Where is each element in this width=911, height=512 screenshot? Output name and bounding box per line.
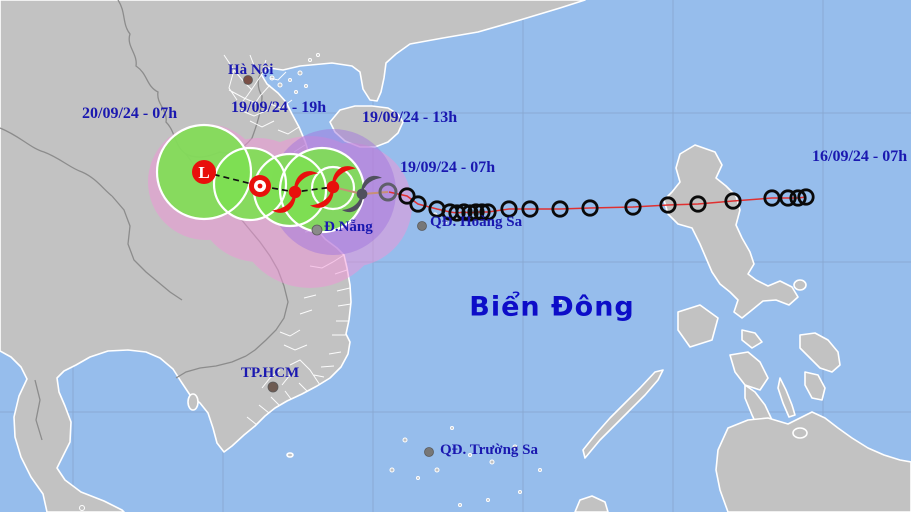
past-position-ring [461,204,479,222]
low-pressure-symbol: L [192,160,216,184]
typhoon-arm [294,171,319,188]
past-position-ring [398,187,416,205]
past-position-ring [521,200,539,218]
typhoon-arm [309,191,334,208]
typhoon-core [288,185,302,199]
past-position-ring [551,200,569,218]
track-points [398,187,815,222]
city-dot [243,75,253,85]
island-speck [79,505,85,511]
island-speck [308,58,312,62]
wind-radius-circle [155,123,253,221]
island-speck [402,437,408,443]
panay-island [729,351,769,391]
island-speck [297,70,303,76]
typhoon-symbol-past [341,175,383,213]
past-position-ring [467,203,485,221]
tropical-depression-symbol [249,175,271,197]
island-speck [450,426,454,430]
typhoon-arm [361,175,383,191]
island-speck [518,490,522,494]
forecast-track-line [203,171,334,193]
catanduanes-island [793,279,807,291]
past-position-ring [659,196,677,214]
past-track-line [388,191,807,214]
island-speck [458,503,462,507]
past-position-ring [779,189,797,207]
luzon-island [663,144,799,319]
past-position-ring [724,192,742,210]
wind-radius-circle [212,146,288,222]
city-dot [311,224,323,236]
island-speck [443,220,447,224]
city-dot [417,221,427,231]
island-speck [389,467,395,473]
mindoro-island [677,304,719,348]
border-thailand-laos [111,195,183,301]
past-position-ring [455,203,473,221]
past-position-ring [581,199,599,217]
city-dots [243,75,434,457]
island-speck [416,476,420,480]
past-position-ring [624,198,642,216]
border-vietnam-cambodia [175,355,247,379]
city-dot [424,447,434,457]
cebu-island [777,377,796,418]
phu-quoc-island [187,393,199,411]
past-position-ring [479,203,497,221]
island-speck [489,459,495,465]
leyte-island [804,371,826,401]
palawan-island [582,369,664,459]
typhoon-arm [332,166,357,183]
past-position-ring [763,189,781,207]
con-dao-island [286,452,294,458]
past-position-ring-gray [378,182,398,202]
typhoon-arm [271,196,296,213]
past-position-ring [409,195,427,213]
typhoon-core [356,188,368,200]
mindanao-island [715,411,911,512]
island-speck [538,468,542,472]
island-speck [294,90,298,94]
typhoon-arm [341,197,363,213]
island-speck [304,84,308,88]
past-position-ring [473,203,491,221]
island-speck [277,82,283,88]
past-position-ring [689,195,707,213]
samar-island [799,332,841,373]
wind-radius-circle [310,165,356,211]
past-position-ring [797,188,815,206]
low-pressure-disc [192,160,216,184]
island-speck [512,444,518,450]
typhoon-symbol [309,166,357,208]
typhoon-symbol [271,171,319,213]
typhoon-core [326,180,340,194]
border-malay [34,379,43,441]
td-core [257,183,263,189]
borneo-tip [574,495,609,512]
city-dot [267,381,279,393]
island-speck [468,453,472,457]
island-speck [558,298,562,302]
island-speck [434,467,440,473]
border-west [0,127,113,197]
island-speck [486,498,490,502]
masbate-island [741,329,763,349]
past-position-ring [789,189,807,207]
storm-symbols: L [192,160,398,213]
low-pressure-letter: L [198,163,209,182]
island-speck [288,78,292,82]
past-position-ring [500,200,518,218]
island-speck [316,53,320,57]
bohol-island [792,427,808,439]
